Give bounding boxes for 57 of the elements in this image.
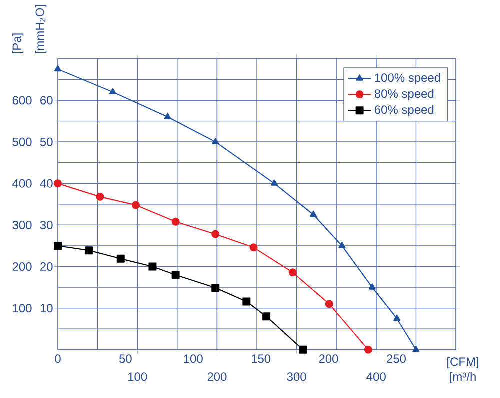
x-axis-title: [m³/h — [450, 372, 476, 384]
point — [394, 314, 401, 322]
point — [412, 346, 420, 352]
point — [242, 298, 251, 306]
point — [54, 65, 62, 72]
point — [212, 230, 220, 238]
y-tick-label: 500 — [12, 138, 32, 146]
point — [148, 262, 157, 271]
point — [96, 192, 104, 201]
legend-label: 100% speed — [375, 73, 440, 84]
legend-label: 60% speed — [374, 105, 434, 117]
point — [116, 254, 125, 263]
y2-tick-label: 40 — [40, 179, 53, 188]
x-tick-label: 300 — [287, 372, 306, 382]
y2-tick-label: 60 — [40, 96, 53, 105]
x2-tick-label: 100 — [184, 354, 203, 364]
y-tick-label: 600 — [12, 96, 32, 105]
point — [109, 88, 116, 94]
y2-tick-label: 20 — [40, 262, 53, 272]
y-tick-label: 300 — [12, 220, 32, 230]
point — [54, 242, 62, 250]
point — [325, 300, 334, 308]
point — [164, 113, 172, 120]
y2-tick-label: 50 — [40, 138, 53, 146]
point — [212, 138, 220, 144]
x-tick-label: 100 — [128, 372, 148, 382]
x-tick-label: 200 — [208, 372, 227, 382]
point — [299, 346, 308, 354]
y-tick-label: 400 — [12, 179, 32, 188]
point — [270, 180, 278, 186]
point — [212, 284, 220, 292]
x2-tick-label: 200 — [319, 354, 338, 364]
y-axis-title: [Pa] — [12, 34, 24, 54]
point — [172, 218, 180, 226]
y2-tick-label: 30 — [40, 220, 53, 230]
point — [85, 246, 94, 255]
x2-tick-label: 250 — [387, 354, 406, 364]
point — [132, 201, 140, 210]
point — [310, 210, 318, 218]
point — [250, 244, 258, 252]
x2-axis-title: [CFM] — [448, 357, 478, 369]
x2-tick-label: 50 — [119, 354, 132, 364]
x2-tick-label: 0 — [55, 354, 61, 364]
point — [364, 346, 372, 354]
y-tick-label: 200 — [12, 262, 32, 272]
point — [368, 284, 376, 290]
x-tick-label: 400 — [366, 372, 386, 382]
legend-label: 80% speed — [374, 89, 434, 100]
point — [288, 268, 297, 277]
y2-axis-title: [mmH$_{2}$O] — [35, 5, 47, 54]
x2-tick-label: 150 — [252, 354, 271, 364]
point — [54, 180, 62, 188]
y-tick-label: 100 — [13, 304, 32, 313]
y2-tick-label: 10 — [40, 304, 53, 313]
point — [262, 312, 271, 321]
point — [338, 242, 346, 248]
point — [172, 271, 180, 280]
